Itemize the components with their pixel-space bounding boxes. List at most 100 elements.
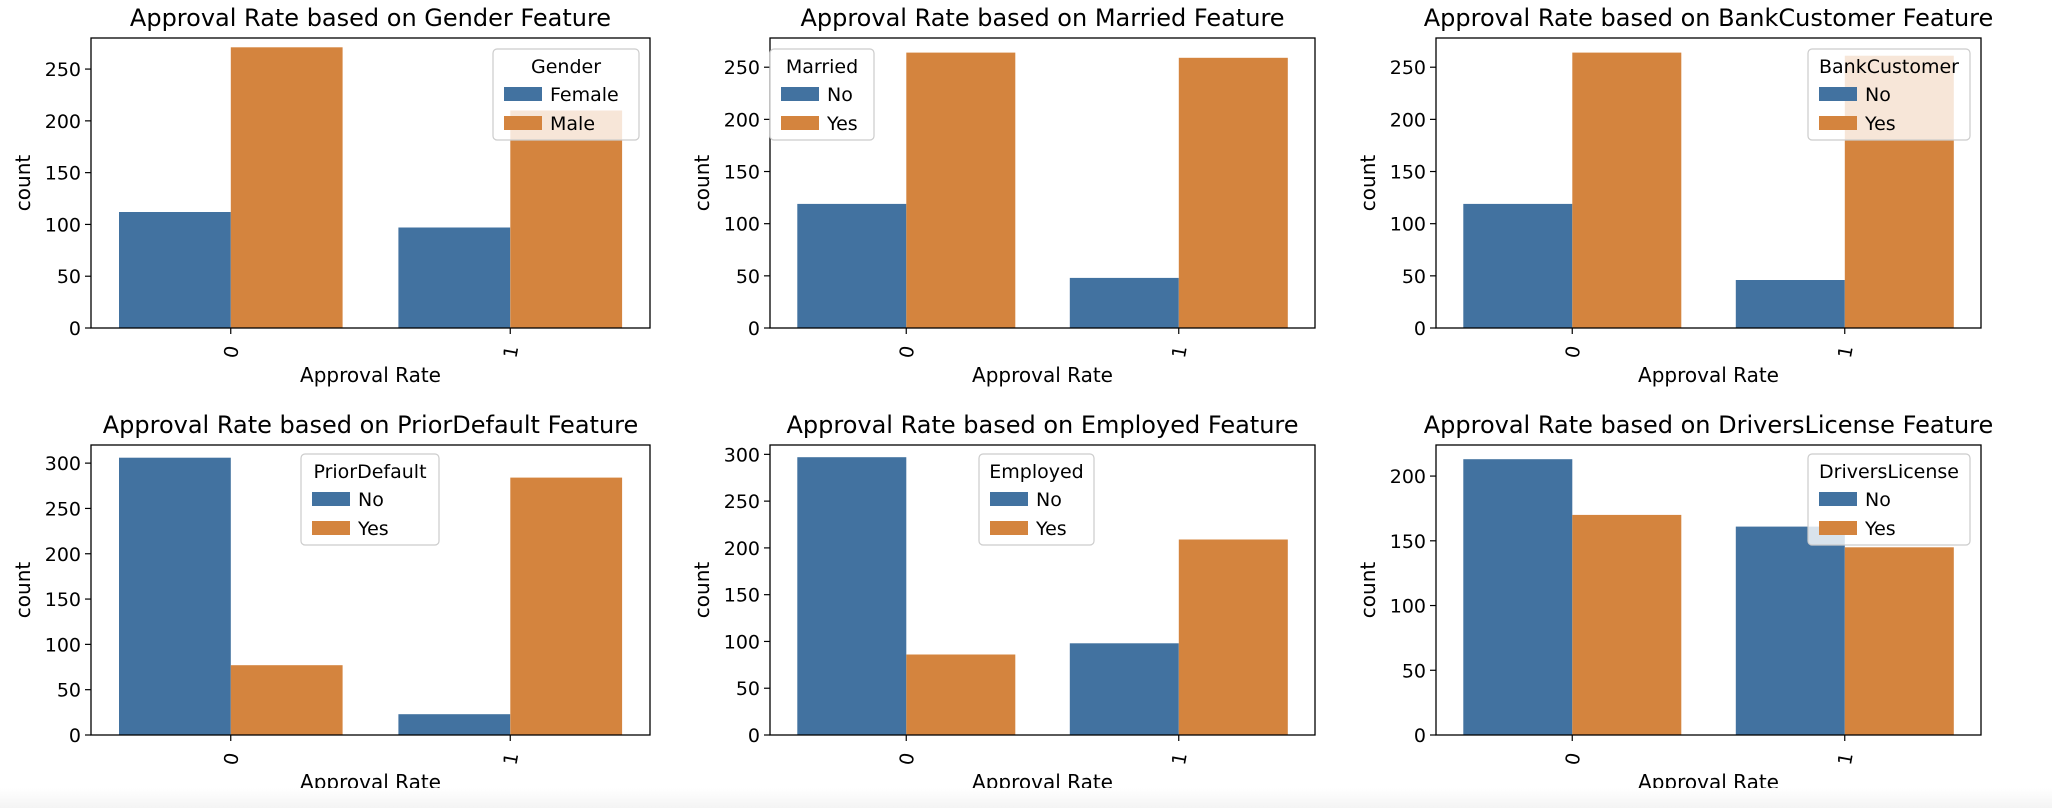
bar-yes-1 <box>510 477 623 735</box>
y-tick-label: 200 <box>1390 466 1426 488</box>
x-axis-label: Approval Rate <box>1638 363 1779 387</box>
y-tick-label: 100 <box>724 214 760 236</box>
legend-label: No <box>827 84 853 106</box>
legend-swatch-female <box>504 87 542 101</box>
plot-frame <box>1435 37 1982 329</box>
y-tick-label: 200 <box>724 109 760 131</box>
x-tick-label: 1 <box>499 344 523 360</box>
bar-female-0 <box>119 212 231 328</box>
x-tick-label: 0 <box>1561 344 1585 360</box>
legend-swatch-yes <box>990 521 1028 535</box>
x-tick-label: 1 <box>1168 751 1192 767</box>
legend-swatch-yes <box>1819 116 1857 130</box>
chart-title: Approval Rate based on Gender Feature <box>130 4 611 32</box>
legend-swatch-no <box>1819 87 1857 101</box>
legend: Married No Yes <box>769 48 875 141</box>
chart-panel-2: 0 50 100 150 200 250 0 1 Approval Rate based on … <box>690 4 1316 387</box>
y-tick-label: 150 <box>724 162 760 184</box>
y-tick-label: 150 <box>1390 162 1426 184</box>
legend-swatch-male <box>504 116 542 130</box>
y-tick-label: 0 <box>1414 725 1426 747</box>
y-tick-label: 150 <box>1390 531 1426 553</box>
legend-label: Female <box>550 84 619 106</box>
y-tick-label: 0 <box>748 318 760 340</box>
y-tick-label: 150 <box>724 585 760 607</box>
legend-title: DriversLicense <box>1819 461 1959 483</box>
legend-swatch-no <box>312 492 350 506</box>
bar-no-1 <box>1735 526 1845 735</box>
chart-title: Approval Rate based on DriversLicense Fe… <box>1424 411 1994 439</box>
y-tick-label: 0 <box>748 725 760 747</box>
legend-label: Yes <box>1864 113 1896 135</box>
footer-strip <box>0 788 2052 808</box>
legend-swatch-no <box>990 492 1028 506</box>
plot-frame <box>90 444 651 736</box>
y-tick-label: 250 <box>45 498 81 520</box>
bar-male-1 <box>510 110 623 328</box>
y-tick-label: 250 <box>1390 57 1426 79</box>
y-tick-label: 0 <box>69 725 81 747</box>
bar-no-0 <box>1463 459 1573 735</box>
y-tick-label: 100 <box>724 631 760 653</box>
plot-frame <box>1435 444 1982 736</box>
x-tick-label: 0 <box>1561 751 1585 767</box>
legend-label: Male <box>550 113 595 135</box>
bar-no-1 <box>1069 277 1179 328</box>
chart-title: Approval Rate based on PriorDefault Feat… <box>103 411 639 439</box>
legend-label: Yes <box>1864 518 1896 540</box>
legend-label: No <box>1036 489 1062 511</box>
y-tick-label: 50 <box>736 266 760 288</box>
plot-frame <box>90 37 651 329</box>
legend-label: No <box>1865 489 1891 511</box>
legend: Employed No Yes <box>978 453 1095 546</box>
legend-swatch-no <box>781 87 819 101</box>
x-tick-label: 0 <box>220 751 244 767</box>
y-tick-label: 300 <box>724 444 760 466</box>
x-tick-label: 0 <box>220 344 244 360</box>
y-tick-label: 50 <box>736 678 760 700</box>
chart-title: Approval Rate based on Employed Feature <box>786 411 1298 439</box>
x-axis-label: Approval Rate <box>300 363 441 387</box>
y-axis-label: count <box>11 155 35 212</box>
legend-title: Employed <box>989 461 1083 483</box>
x-axis-label: Approval Rate <box>972 363 1113 387</box>
y-tick-label: 250 <box>724 491 760 513</box>
x-tick-label: 0 <box>895 751 919 767</box>
legend-label: Yes <box>1035 518 1067 540</box>
y-tick-label: 50 <box>1402 266 1426 288</box>
legend-swatch-no <box>1819 492 1857 506</box>
y-tick-label: 50 <box>57 266 81 288</box>
legend: Gender Female Male <box>492 48 640 141</box>
legend: DriversLicense No Yes <box>1807 453 1971 546</box>
y-tick-label: 100 <box>45 214 81 236</box>
y-axis-label: count <box>690 562 714 619</box>
x-tick-label: 1 <box>1834 751 1858 767</box>
bar-no-0 <box>119 457 231 735</box>
chart-panel-6: 0 50 100 150 200 0 1 Approval Rate based on Dri… <box>1356 411 1993 794</box>
legend-label: Yes <box>826 113 858 135</box>
bar-no-0 <box>797 457 907 735</box>
legend-title: BankCustomer <box>1819 56 1959 78</box>
plot-frame <box>769 444 1316 736</box>
legend-swatch-yes <box>781 116 819 130</box>
legend: BankCustomer No Yes <box>1807 48 1971 141</box>
y-tick-label: 200 <box>724 538 760 560</box>
legend-title: PriorDefault <box>313 461 426 483</box>
y-tick-label: 250 <box>45 59 81 81</box>
bar-yes-1 <box>1844 547 1954 735</box>
y-tick-label: 100 <box>1390 596 1426 618</box>
legend-title: Married <box>786 56 858 78</box>
x-tick-label: 0 <box>895 344 919 360</box>
legend-swatch-yes <box>312 521 350 535</box>
bar-yes-1 <box>1178 539 1288 735</box>
y-tick-label: 300 <box>45 453 81 475</box>
bar-no-0 <box>797 203 907 328</box>
chart-title: Approval Rate based on BankCustomer Feat… <box>1424 4 1994 32</box>
bar-yes-0 <box>1572 514 1682 735</box>
bar-no-1 <box>398 714 511 735</box>
legend-title: Gender <box>531 56 601 78</box>
bar-no-1 <box>1069 643 1179 735</box>
chart-title: Approval Rate based on Married Feature <box>800 4 1284 32</box>
legend-label: No <box>1865 84 1891 106</box>
